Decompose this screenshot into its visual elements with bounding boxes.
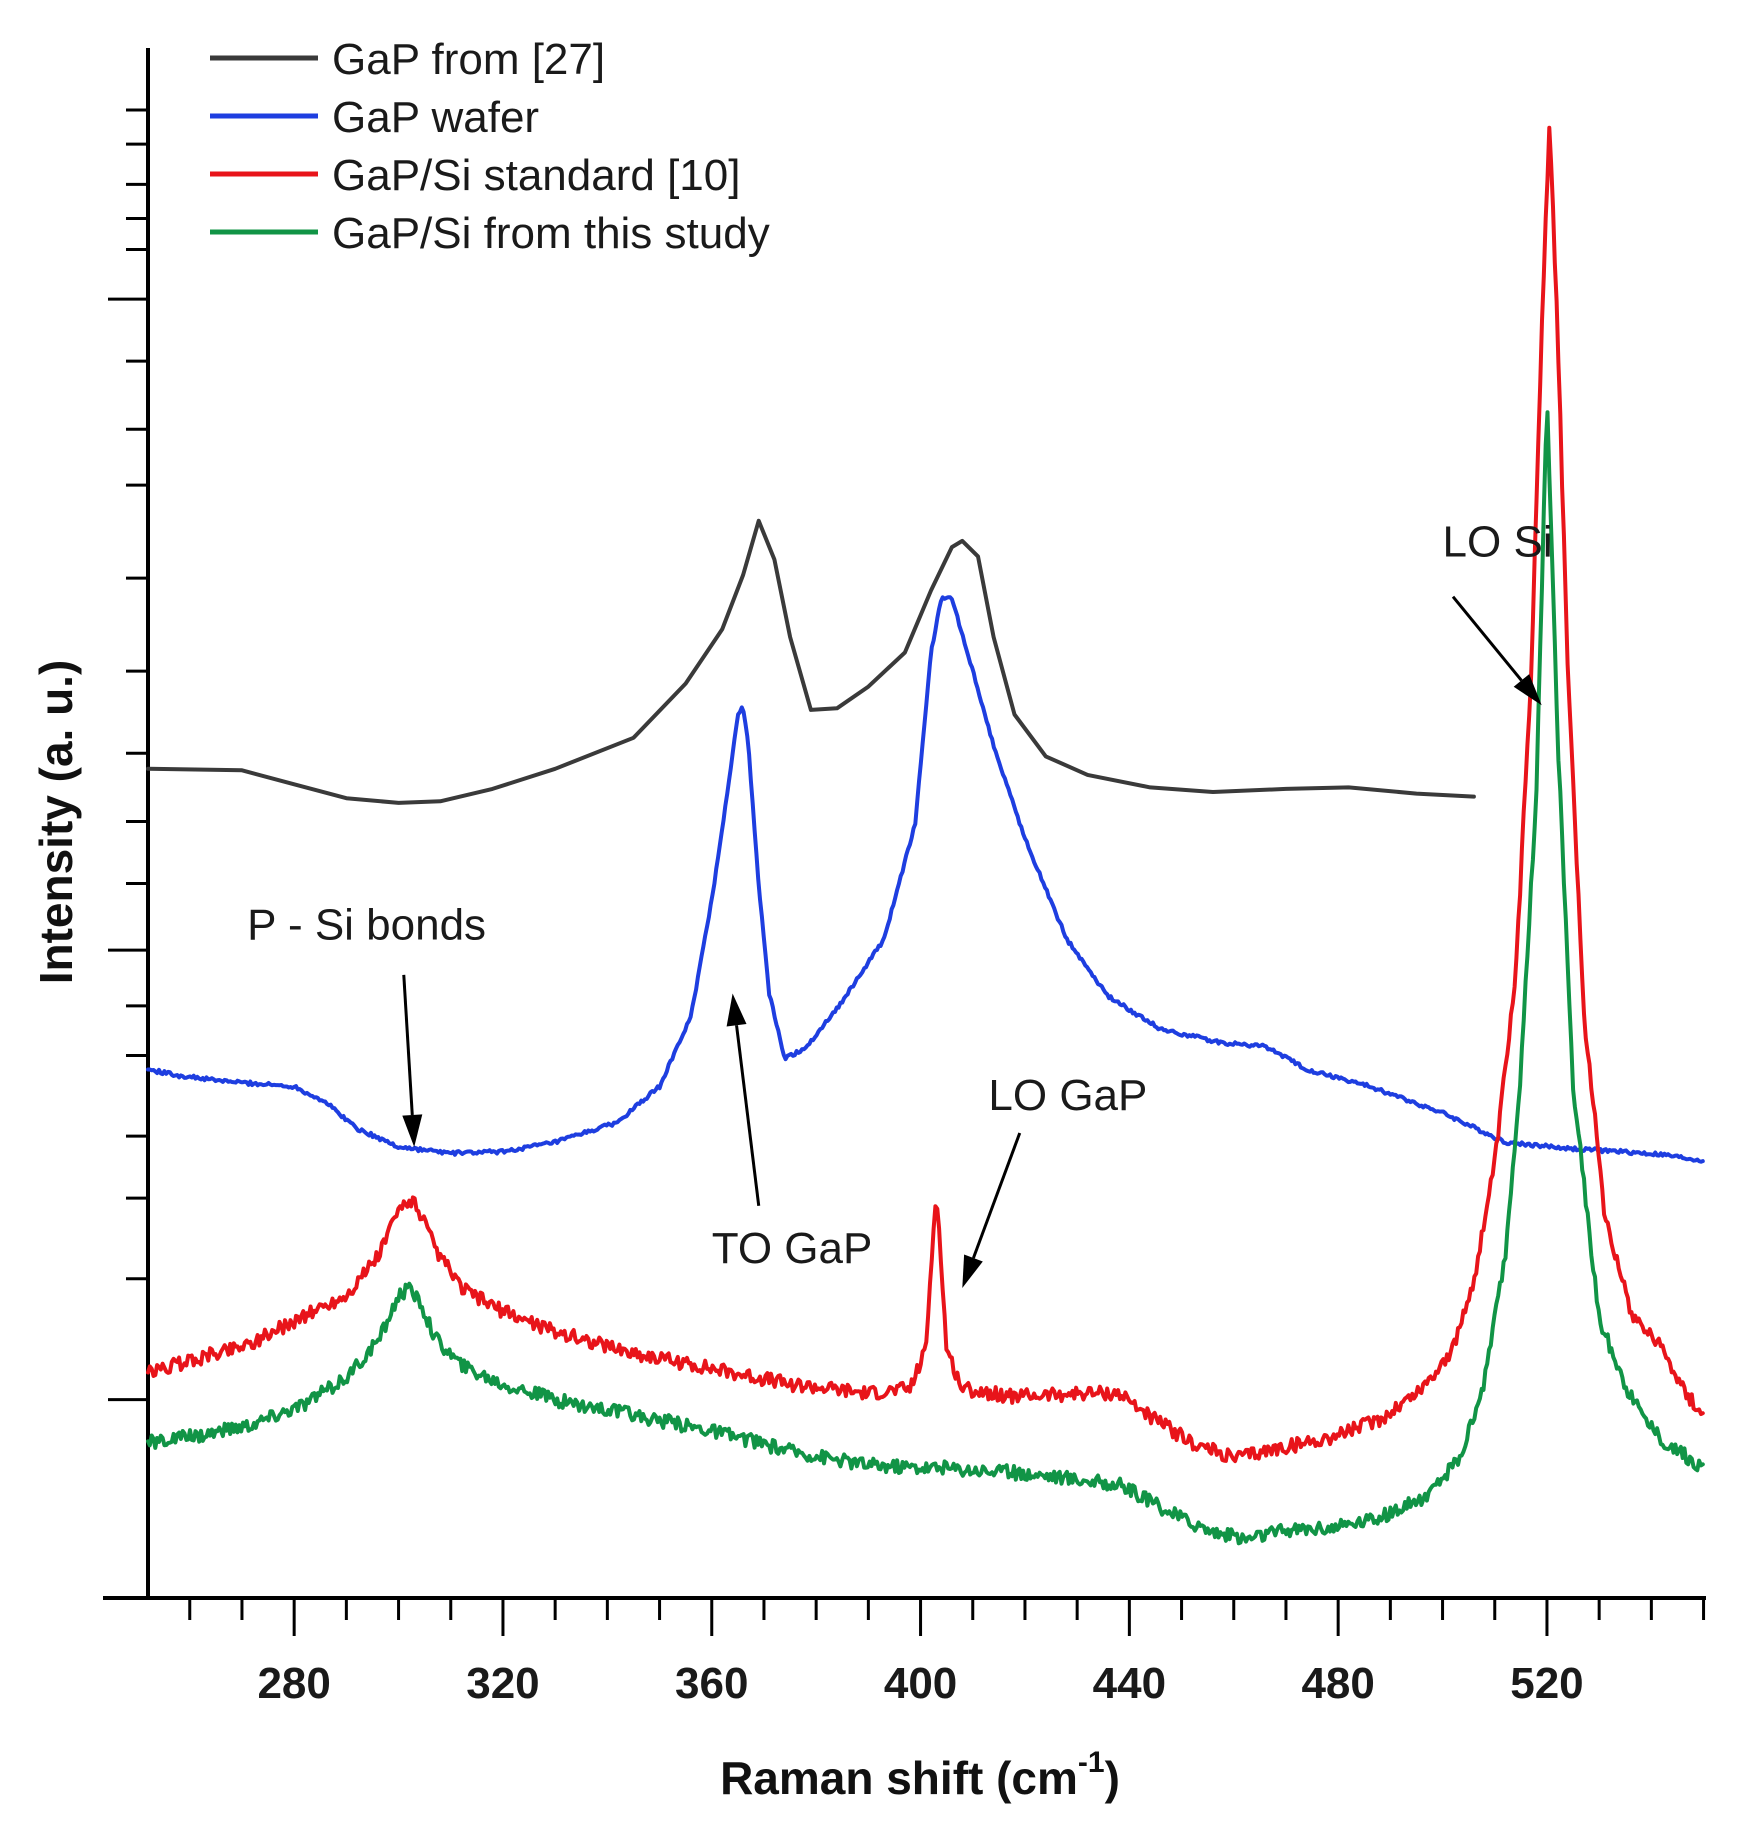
x-axis-ticks: [188, 1598, 1706, 1636]
annotation-arrow-shaft: [402, 974, 414, 1116]
annotation-arrow-shaft: [972, 1132, 1022, 1259]
x-tick-label: 440: [1093, 1659, 1166, 1708]
legend: GaP from [27] GaP wafer GaP/Si standard [1…: [210, 35, 770, 258]
annotation-label: LO Si: [1443, 517, 1553, 566]
x-tick-label: 520: [1510, 1659, 1583, 1708]
annotation-arrow-head: [726, 993, 747, 1027]
series-lines: [146, 125, 1705, 1546]
legend-label: GaP from [27]: [332, 35, 605, 84]
annotation-label: TO GaP: [712, 1224, 873, 1273]
y-axis-ticks: [108, 108, 148, 1600]
annotation-arrow-shaft: [1451, 595, 1523, 682]
x-axis-title-main: Raman shift (cm: [720, 1752, 1078, 1804]
annotation-arrow-head: [1513, 674, 1542, 706]
x-axis-title-close: ): [1105, 1752, 1120, 1804]
x-tick-label: 480: [1301, 1659, 1374, 1708]
series-line-4: [146, 410, 1705, 1546]
x-axis-title-sup: -1: [1078, 1746, 1105, 1779]
series-line-2: [146, 595, 1705, 1164]
series-line-3: [146, 125, 1705, 1464]
annotation-arrow-head: [962, 1254, 983, 1288]
x-axis-tick-labels: 280 320 360 400 440 480 520: [257, 1659, 1583, 1708]
annotation-arrow-head: [402, 1114, 423, 1147]
annotation-label: P - Si bonds: [247, 900, 486, 949]
y-axis-title: Intensity (a. u.): [30, 660, 82, 985]
legend-label: GaP/Si from this study: [332, 209, 770, 258]
x-tick-label: 280: [257, 1659, 330, 1708]
legend-label: GaP wafer: [332, 93, 539, 142]
series-line-1: [146, 518, 1476, 805]
annotation-label: LO GaP: [988, 1071, 1147, 1120]
annotations: P - Si bonds TO GaP LO GaP LO Si: [247, 517, 1553, 1288]
x-tick-label: 400: [884, 1659, 957, 1708]
legend-label: GaP/Si standard [10]: [332, 151, 740, 200]
x-tick-label: 320: [466, 1659, 539, 1708]
x-tick-label: 360: [675, 1659, 748, 1708]
annotation-arrow-shaft: [735, 1025, 761, 1207]
axes: 280 320 360 400 440 480 520: [103, 48, 1706, 1708]
x-axis-title: Raman shift (cm-1): [720, 1746, 1120, 1804]
